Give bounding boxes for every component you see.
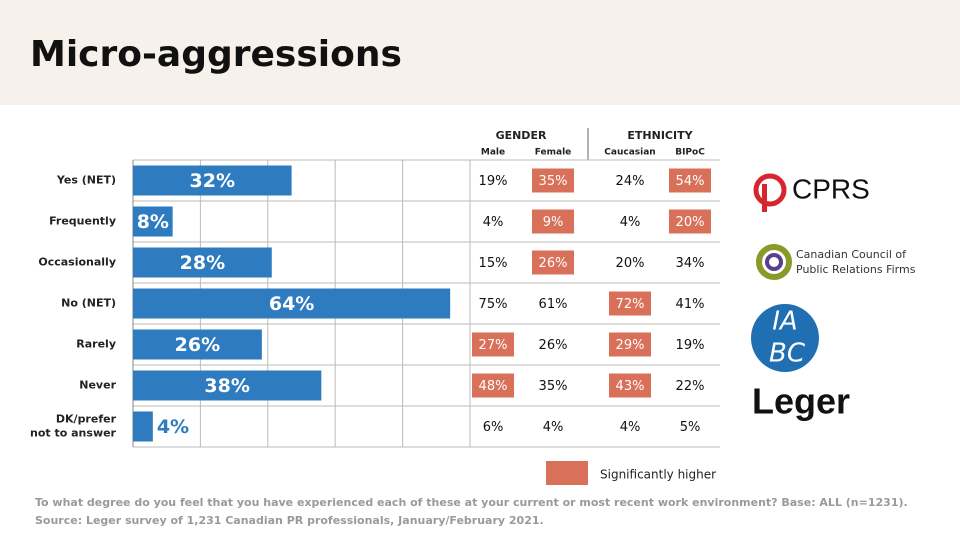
table-cell: 29% <box>616 338 645 353</box>
table-cell: 27% <box>479 338 508 353</box>
table-cell: 15% <box>479 256 508 271</box>
data-label: 26% <box>175 334 220 356</box>
category-label: Occasionally <box>38 256 116 269</box>
data-label: 28% <box>180 252 225 274</box>
header-band <box>0 0 960 105</box>
leger-logo: Leger <box>752 381 850 422</box>
table-cell: 4% <box>543 420 564 435</box>
logo-shape <box>756 244 792 280</box>
table-cell: 43% <box>616 379 645 394</box>
bar <box>133 288 451 319</box>
data-label: 64% <box>269 293 314 315</box>
table-cell: 6% <box>483 420 504 435</box>
table-cell: 4% <box>620 215 641 230</box>
table-cell: 26% <box>539 256 568 271</box>
category-label: Rarely <box>76 338 116 351</box>
legend-swatch <box>546 461 588 485</box>
highlight-cell <box>472 373 514 398</box>
table-cell: 54% <box>676 174 705 189</box>
table-cell: 20% <box>616 256 645 271</box>
bar <box>133 206 173 237</box>
table-cell: 22% <box>676 379 705 394</box>
group-header: GENDER <box>496 129 547 142</box>
highlight-cell <box>609 291 651 316</box>
iabc-logo: IA BC <box>751 304 819 372</box>
highlight-cell <box>532 250 574 275</box>
logo-shape <box>751 304 819 372</box>
category-label: Never <box>79 379 116 392</box>
data-label: 4% <box>157 416 189 438</box>
logo-shape <box>753 173 787 207</box>
table-cell: 9% <box>543 215 564 230</box>
cccprf-logo: Canadian Council of Public Relations Fir… <box>756 244 916 280</box>
category-label: Frequently <box>49 215 116 228</box>
logo-text: CPRS <box>792 173 870 204</box>
table-cell: 41% <box>676 297 705 312</box>
highlight-cell <box>609 373 651 398</box>
column-header: BIPoC <box>675 148 705 158</box>
highlight-cell <box>669 168 711 193</box>
highlight-cell <box>669 209 711 234</box>
table-cell: 48% <box>479 379 508 394</box>
highlight-cell <box>472 332 514 357</box>
logo-text: Canadian Council of <box>796 248 907 261</box>
table-cell: 5% <box>680 420 701 435</box>
bar <box>133 370 322 401</box>
group-header: ETHNICITY <box>627 129 693 142</box>
logo-text: BC <box>769 339 806 369</box>
category-label: No (NET) <box>61 297 116 310</box>
category-label: DK/prefer not to answer <box>30 413 117 440</box>
data-label: 8% <box>137 211 169 233</box>
logo-shape <box>765 253 783 271</box>
logo-shape <box>762 184 767 212</box>
column-header: Male <box>481 148 505 158</box>
bar <box>133 247 272 278</box>
table-cell: 35% <box>539 174 568 189</box>
bar <box>133 329 262 360</box>
logo-text: IA <box>772 307 797 337</box>
table-cell: 19% <box>479 174 508 189</box>
table-cell: 34% <box>676 256 705 271</box>
highlight-cell <box>532 168 574 193</box>
table-cell: 72% <box>616 297 645 312</box>
table-cell: 24% <box>616 174 645 189</box>
footnote: Source: Leger survey of 1,231 Canadian P… <box>35 514 544 527</box>
table-cell: 61% <box>539 297 568 312</box>
data-label: 38% <box>204 375 249 397</box>
chart-title: Micro-aggressions <box>30 34 402 75</box>
bar <box>133 411 153 442</box>
data-label: 32% <box>190 170 235 192</box>
table-cell: 75% <box>479 297 508 312</box>
cprs-logo: CPRS <box>753 173 870 212</box>
table-cell: 4% <box>620 420 641 435</box>
table-cell: 19% <box>676 338 705 353</box>
highlight-cell <box>532 209 574 234</box>
highlight-cell <box>609 332 651 357</box>
legend-label: Significantly higher <box>600 468 716 482</box>
category-label: Yes (NET) <box>56 174 116 187</box>
table-cell: 20% <box>676 215 705 230</box>
table-cell: 35% <box>539 379 568 394</box>
column-header: Female <box>535 148 572 158</box>
footnote: To what degree do you feel that you have… <box>35 496 908 509</box>
table-cell: 26% <box>539 338 568 353</box>
logo-text: Public Relations Firms <box>796 263 916 276</box>
table-cell: 4% <box>483 215 504 230</box>
bar <box>133 165 292 196</box>
column-header: Caucasian <box>604 148 655 158</box>
